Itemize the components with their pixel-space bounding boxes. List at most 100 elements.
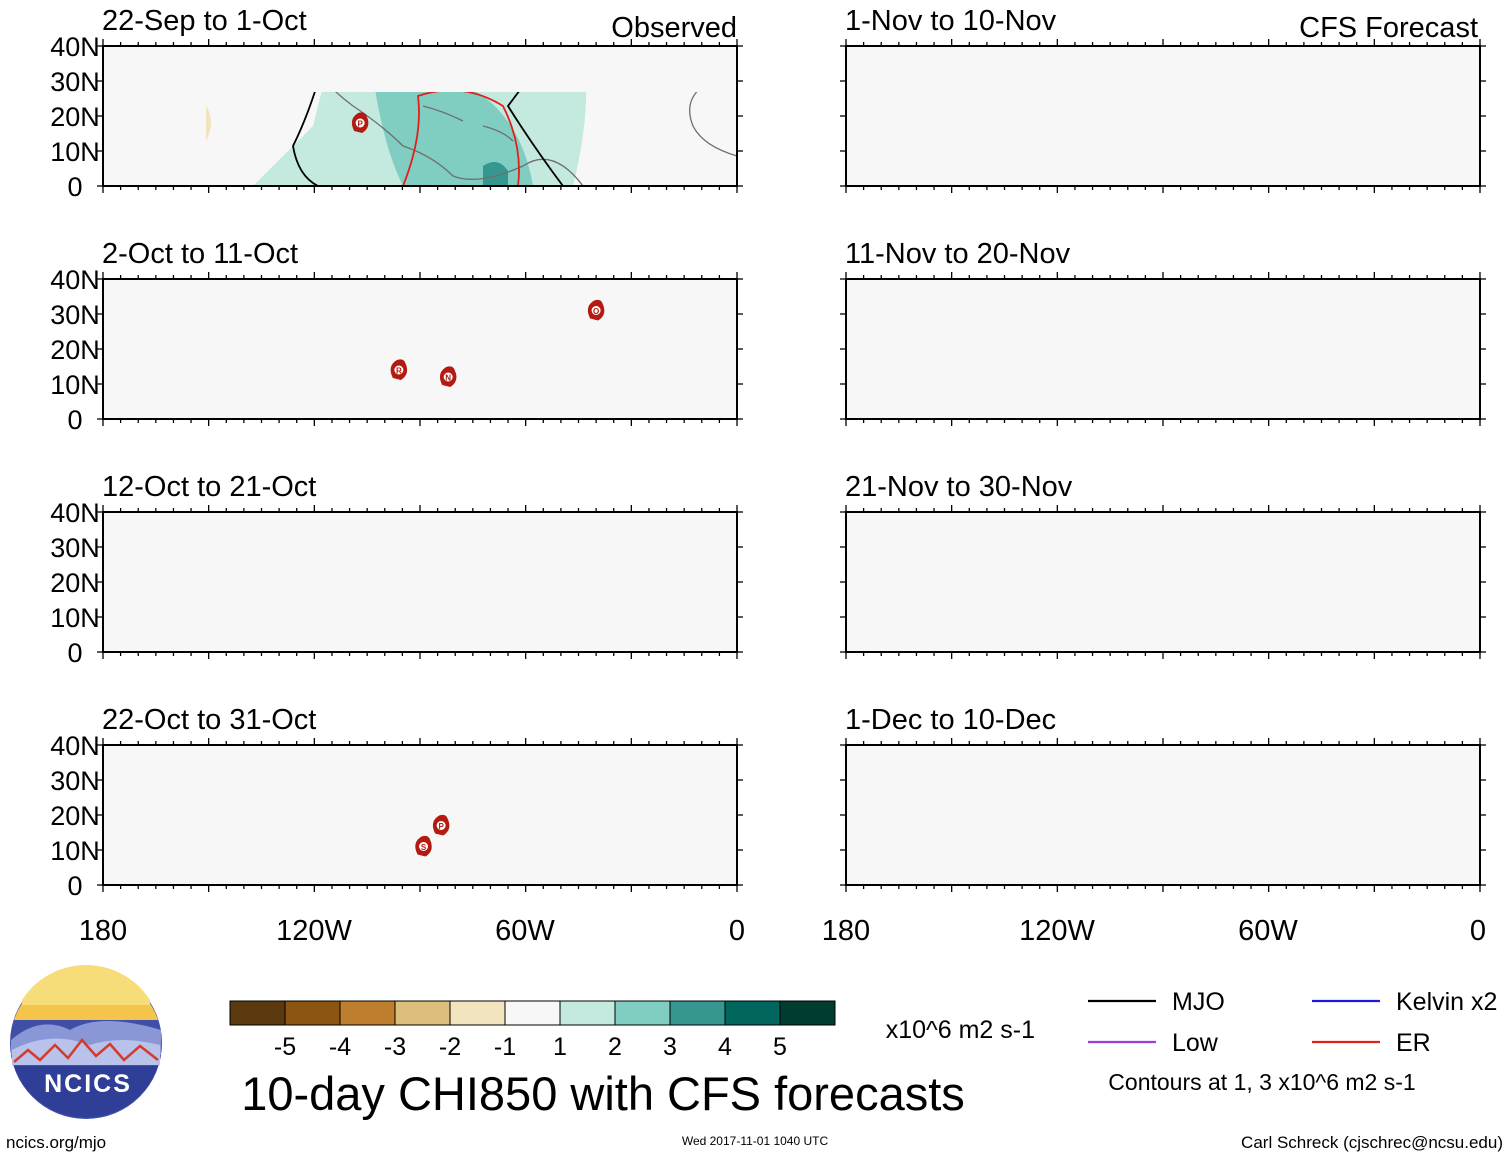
panel-period-label: 22-Sep to 1-Oct bbox=[102, 5, 307, 37]
panel-period-label: 22-Oct to 31-Oct bbox=[102, 704, 316, 736]
er-contour bbox=[402, 92, 520, 187]
colorbar-tick-label: 4 bbox=[718, 1033, 732, 1061]
storm-letter: R bbox=[396, 367, 402, 376]
cfs-forecast-label: CFS Forecast bbox=[1299, 12, 1478, 44]
colorbar: -5 -4 -3 -2 -1 1 2 3 4 5 bbox=[229, 1000, 836, 1061]
storm-eye bbox=[419, 842, 429, 851]
panel-background bbox=[846, 512, 1480, 652]
panel-1: 40N 30N 20N 10N 0 22-Sep to 1-Oct P bbox=[50, 5, 743, 202]
shading-region bbox=[483, 162, 508, 186]
colorbar-tick-label: 1 bbox=[553, 1033, 567, 1061]
colorbar-swatch bbox=[779, 1000, 836, 1026]
panel-period-label: 11-Nov to 20-Nov bbox=[845, 238, 1071, 270]
panel-2: 40N 30N 20N 10N 0 2-Oct to 11-Oct R N O bbox=[50, 238, 743, 435]
y-tick-label: 30N bbox=[50, 766, 100, 796]
x-tick-right-120w: 120W bbox=[1019, 915, 1095, 947]
panel-content bbox=[206, 92, 738, 187]
colorbar-swatch bbox=[669, 1000, 726, 1026]
shading-region bbox=[206, 105, 211, 141]
panel-background bbox=[846, 46, 1480, 186]
footer-url: ncics.org/mjo bbox=[6, 1133, 106, 1152]
y-tick-label: 10N bbox=[50, 836, 100, 866]
colorbar-swatch bbox=[504, 1000, 561, 1026]
panel-period-label: 1-Nov to 10-Nov bbox=[845, 5, 1057, 37]
colorbar-tick-label: 5 bbox=[773, 1033, 787, 1061]
colorbar-swatch bbox=[724, 1000, 781, 1026]
colorbar-tick-label: 2 bbox=[608, 1033, 622, 1061]
storm-eye bbox=[355, 118, 365, 128]
panel-period-label: 1-Dec to 10-Dec bbox=[845, 704, 1056, 736]
colorbar-tick-label: -4 bbox=[329, 1033, 351, 1061]
panel-background bbox=[103, 512, 737, 652]
colorbar-swatch bbox=[394, 1000, 451, 1026]
legend-label: Kelvin x2 bbox=[1396, 988, 1497, 1016]
x-tick-right-180: 180 bbox=[822, 915, 870, 947]
colorbar-swatch bbox=[284, 1000, 341, 1026]
colorbar-tick-label: -1 bbox=[494, 1033, 516, 1061]
observed-label: Observed bbox=[611, 12, 737, 44]
footer-credit: Carl Schreck (cjschrec@ncsu.edu) bbox=[1241, 1133, 1503, 1152]
chart-title: 10-day CHI850 with CFS forecasts bbox=[241, 1067, 965, 1120]
y-tick-label: 10N bbox=[50, 370, 100, 400]
colorbar-swatch bbox=[339, 1000, 396, 1026]
storm-eye bbox=[436, 821, 446, 830]
y-tick-label: 0 bbox=[67, 638, 82, 668]
panel-8: 1-Dec to 10-Dec bbox=[840, 704, 1486, 892]
y-tick-label: 40N bbox=[50, 32, 100, 62]
contour-legend: MJO Kelvin x2 Low ER bbox=[1088, 988, 1497, 1057]
y-tick-label: 20N bbox=[50, 102, 100, 132]
legend-label: Low bbox=[1172, 1029, 1219, 1057]
storm-marker: P bbox=[351, 112, 369, 133]
x-tick-right-60w: 60W bbox=[1238, 915, 1298, 947]
panels-layer: 40N 30N 20N 10N 0 22-Sep to 1-Oct P 40N 30N 20N 10… bbox=[50, 5, 1486, 901]
colorbar-tick-label: -3 bbox=[384, 1033, 406, 1061]
panel-3: 40N 30N 20N 10N 0 12-Oct to 21-Oct bbox=[50, 471, 743, 668]
y-tick-label: 20N bbox=[50, 801, 100, 831]
panel-background bbox=[103, 745, 737, 885]
storm-marker: R bbox=[390, 359, 408, 380]
y-tick-label: 10N bbox=[50, 603, 100, 633]
colorbar-tick-label: -5 bbox=[274, 1033, 296, 1061]
y-tick-label: 40N bbox=[50, 265, 100, 295]
colorbar-swatch bbox=[229, 1000, 286, 1026]
panel-7: 21-Nov to 30-Nov bbox=[840, 471, 1486, 659]
storm-marker: O bbox=[587, 299, 605, 321]
mjo-contour bbox=[506, 92, 564, 187]
y-tick-label: 0 bbox=[67, 405, 82, 435]
y-tick-label: 10N bbox=[50, 137, 100, 167]
x-tick-left-0: 0 bbox=[729, 915, 745, 947]
storm-marker: N bbox=[439, 366, 457, 387]
storm-eye bbox=[394, 365, 404, 375]
storm-letter: P bbox=[438, 822, 444, 831]
panel-period-label: 21-Nov to 30-Nov bbox=[845, 471, 1073, 503]
y-tick-label: 30N bbox=[50, 533, 100, 563]
mjo-contour bbox=[292, 92, 319, 187]
panel-background bbox=[846, 745, 1480, 885]
footer-timestamp: Wed 2017-11-01 1040 UTC bbox=[682, 1134, 829, 1148]
legend-label: MJO bbox=[1172, 988, 1225, 1016]
panel-background bbox=[103, 279, 737, 419]
storm-letter: N bbox=[445, 374, 451, 383]
logo-text: NCICS bbox=[44, 1070, 132, 1098]
y-tick-label: 30N bbox=[50, 300, 100, 330]
legend-label: ER bbox=[1396, 1029, 1431, 1057]
contour-note: Contours at 1, 3 x10^6 m2 s-1 bbox=[1108, 1069, 1415, 1095]
ncics-logo: NCICS bbox=[10, 964, 162, 1119]
y-tick-label: 40N bbox=[50, 498, 100, 528]
y-tick-label: 0 bbox=[67, 871, 82, 901]
storm-marker: P bbox=[432, 814, 450, 836]
storm-marker: S bbox=[415, 835, 432, 857]
storm-eye bbox=[591, 306, 601, 315]
x-tick-right-0: 0 bbox=[1470, 915, 1486, 947]
y-tick-label: 30N bbox=[50, 67, 100, 97]
y-tick-label: 40N bbox=[50, 731, 100, 761]
x-tick-left-180: 180 bbox=[79, 915, 127, 947]
colorbar-tick-label: -2 bbox=[439, 1033, 461, 1061]
panel-period-label: 2-Oct to 11-Oct bbox=[102, 238, 298, 270]
storm-letter: O bbox=[593, 307, 599, 316]
panel-6: 11-Nov to 20-Nov bbox=[840, 238, 1486, 426]
colorbar-swatch bbox=[614, 1000, 671, 1026]
colorbar-tick-label: 3 bbox=[663, 1033, 677, 1061]
storm-letter: S bbox=[421, 843, 427, 852]
